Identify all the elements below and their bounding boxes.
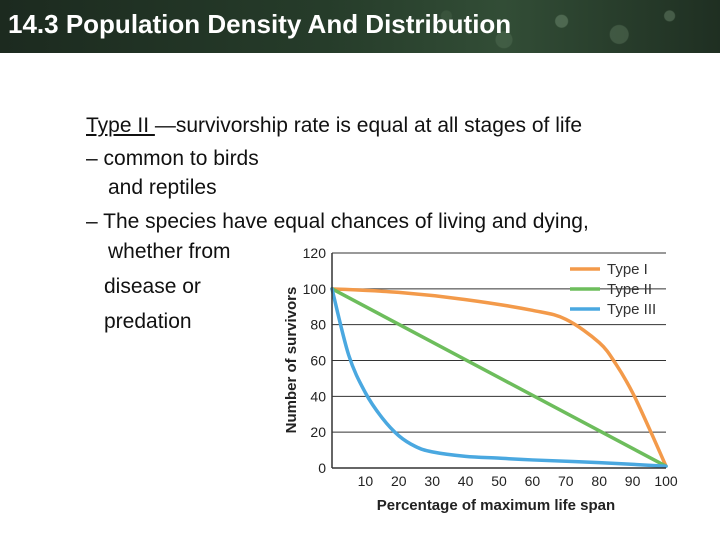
- series-line-type-ii: [330, 287, 668, 468]
- y-tick-60: 60: [310, 353, 326, 369]
- y-axis-label: Number of survivors: [283, 287, 300, 434]
- axes: [331, 253, 666, 469]
- series-line-type-i: [330, 287, 668, 468]
- x-tick-10: 10: [358, 473, 374, 489]
- bullet-2-line-4: predation: [104, 310, 192, 333]
- legend-label-type-iii: Type III: [607, 301, 656, 318]
- x-axis-label: Percentage of maximum life span: [377, 497, 615, 514]
- bullet-1-line-1: – common to birds: [86, 147, 259, 170]
- header-texture: [0, 0, 720, 53]
- x-tick-90: 90: [625, 473, 641, 489]
- legend: Type I Type II Type III: [570, 261, 656, 318]
- type-description: —survivorship rate is equal at all stage…: [154, 114, 583, 137]
- series-lines: [330, 287, 668, 468]
- y-tick-0: 0: [318, 460, 326, 476]
- x-tick-50: 50: [491, 473, 507, 489]
- survivorship-chart: 0 20 40 60 80 100 120 10 20 30 40 50 60 70 80 90 100 Typ…: [283, 245, 678, 514]
- legend-label-type-i: Type I: [607, 261, 648, 278]
- x-tick-40: 40: [458, 473, 474, 489]
- y-tick-80: 80: [310, 317, 326, 333]
- x-tick-60: 60: [525, 473, 541, 489]
- y-tick-20: 20: [310, 424, 326, 440]
- bullet-2-line-1: – The species have equal chances of livi…: [86, 210, 589, 233]
- bullet-1-line-2: and reptiles: [108, 176, 217, 199]
- type-heading-line: Type II —survivorship rate is equal at a…: [86, 114, 582, 138]
- page-title: 14.3 Population Density And Distribution: [8, 9, 512, 39]
- title-bar: 14.3 Population Density And Distribution: [0, 0, 720, 53]
- x-tick-80: 80: [591, 473, 607, 489]
- grid-lines: [332, 252, 666, 433]
- x-tick-30: 30: [424, 473, 440, 489]
- bullet-2-line-2: whether from: [108, 240, 231, 263]
- x-tick-100: 100: [654, 473, 678, 489]
- series-line-type-iii: [330, 287, 668, 468]
- y-tick-100: 100: [303, 281, 327, 297]
- legend-label-type-ii: Type II: [607, 281, 652, 298]
- y-tick-120: 120: [303, 245, 327, 261]
- x-tick-70: 70: [558, 473, 574, 489]
- type-label: Type II: [86, 114, 155, 137]
- y-tick-40: 40: [310, 388, 326, 404]
- bullet-2-line-3: disease or: [104, 275, 201, 298]
- x-tick-20: 20: [391, 473, 407, 489]
- tick-labels: 0 20 40 60 80 100 120 10 20 30 40 50 60 70 80 90 100: [303, 245, 678, 489]
